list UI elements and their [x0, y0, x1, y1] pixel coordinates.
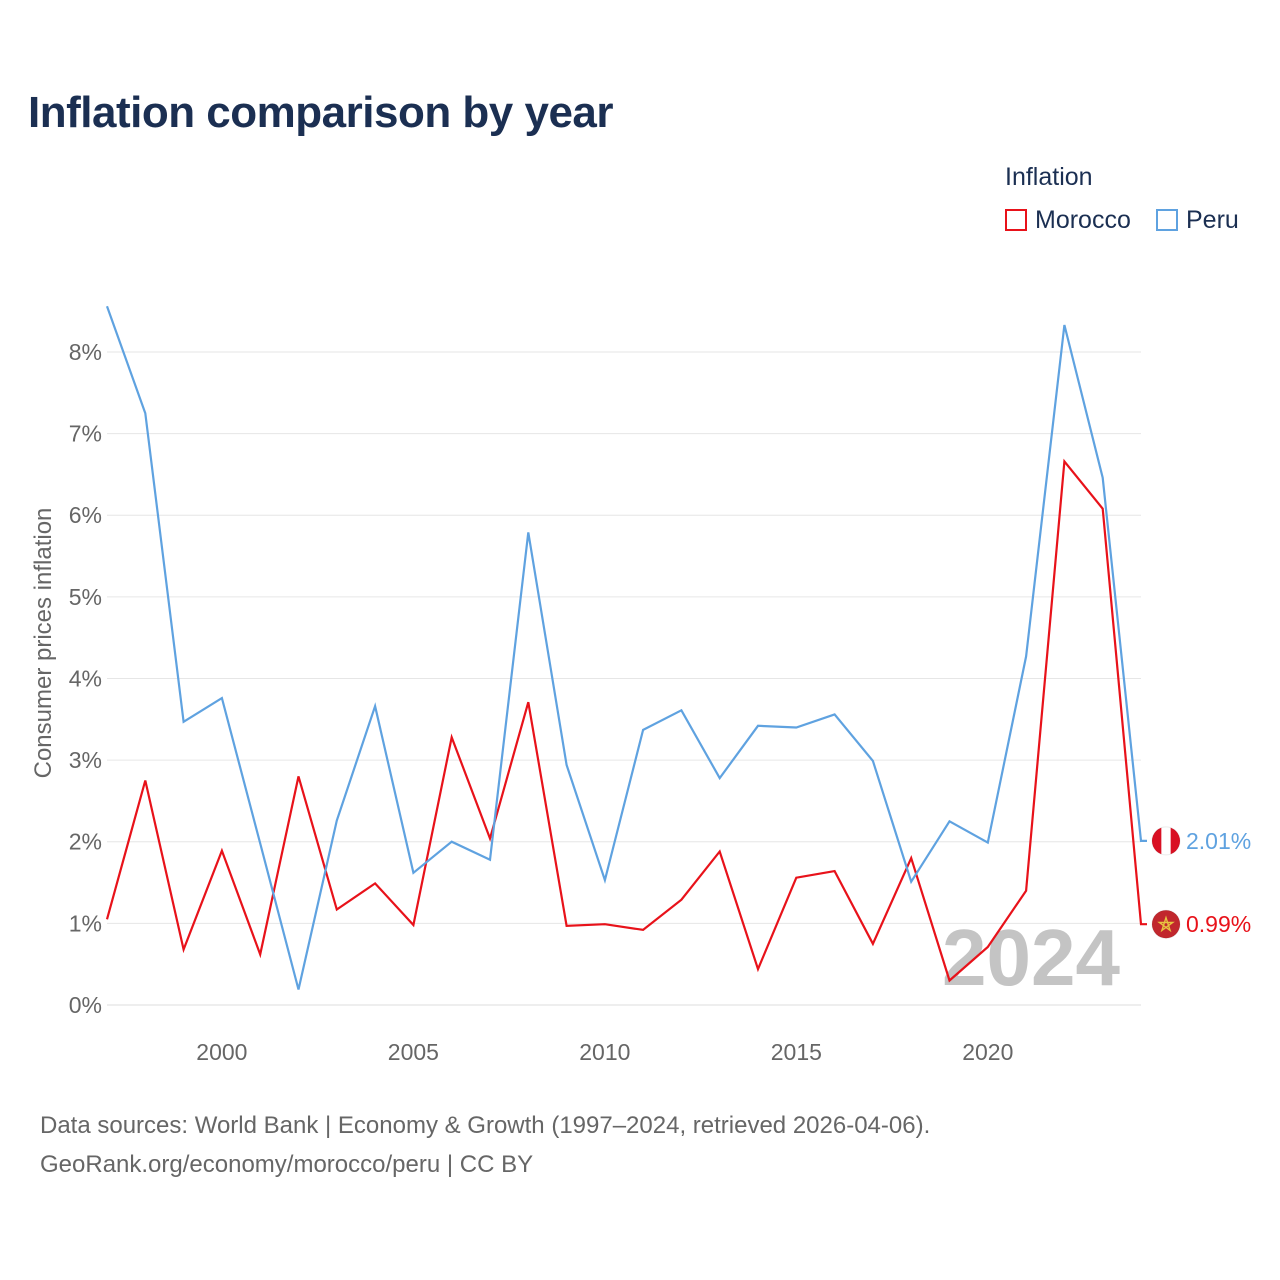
x-tick-label: 2015	[771, 1039, 822, 1065]
legend-label-peru: Peru	[1186, 205, 1239, 234]
end-label-morocco: 0.99%	[1186, 911, 1251, 937]
y-tick-label: 8%	[69, 339, 102, 365]
legend-item-morocco[interactable]: Morocco	[1005, 205, 1131, 235]
legend-swatch-peru	[1156, 209, 1178, 231]
end-label-peru: 2.01%	[1186, 828, 1251, 854]
y-axis-label: Consumer prices inflation	[30, 508, 57, 779]
x-tick-label: 2010	[579, 1039, 630, 1065]
source-link[interactable]: GeoRank.org/economy/morocco/peru | CC BY	[40, 1151, 534, 1178]
chart-title: Inflation comparison by year	[28, 88, 614, 137]
legend-swatch-morocco	[1005, 209, 1027, 231]
y-tick-label: 6%	[69, 502, 102, 528]
flag-ring	[1151, 909, 1181, 939]
x-tick-label: 2020	[962, 1039, 1013, 1065]
flag-peru	[1151, 826, 1181, 856]
y-tick-label: 0%	[69, 992, 102, 1018]
year-watermark: 2024	[942, 913, 1120, 1002]
footer: Data sources: World Bank | Economy & Gro…	[40, 1106, 930, 1184]
x-tick-label: 2005	[388, 1039, 439, 1065]
y-tick-label: 3%	[69, 747, 102, 773]
gridlines	[107, 351, 1141, 1006]
legend-label-morocco: Morocco	[1035, 205, 1131, 234]
flag-field	[1152, 910, 1180, 939]
y-tick-label: 1%	[69, 910, 102, 936]
x-axis-ticks: 2000 2005 2010 2015 2020	[196, 1039, 1013, 1065]
flag-star	[1157, 915, 1175, 933]
legend-item-peru[interactable]: Peru	[1156, 205, 1239, 235]
line-chart: 0%1%2%3%4%5%6%7%8% 2000 2005 2010 2015 2020 …	[30, 305, 1251, 1065]
series-lines	[105, 305, 1147, 990]
y-tick-label: 7%	[69, 421, 102, 447]
flag-band-right	[1170, 826, 1180, 855]
series-line-morocco	[105, 458, 1147, 983]
x-tick-label: 2000	[196, 1039, 247, 1065]
end-labels: 0.99% 2.01%	[1151, 826, 1251, 939]
legend-title: Inflation	[1005, 163, 1093, 191]
y-tick-label: 5%	[69, 584, 102, 610]
source-note: Data sources: World Bank | Economy & Gro…	[40, 1112, 931, 1139]
flag-band-left	[1152, 826, 1162, 855]
series-line-peru	[105, 305, 1147, 990]
y-tick-label: 4%	[69, 665, 102, 691]
flag-ring	[1151, 826, 1181, 856]
y-tick-label: 2%	[69, 829, 102, 855]
flag-morocco	[1151, 909, 1181, 939]
y-axis-ticks: 0% 1% 2% 3% 4% 5% 6% 7% 8%	[69, 339, 102, 1018]
